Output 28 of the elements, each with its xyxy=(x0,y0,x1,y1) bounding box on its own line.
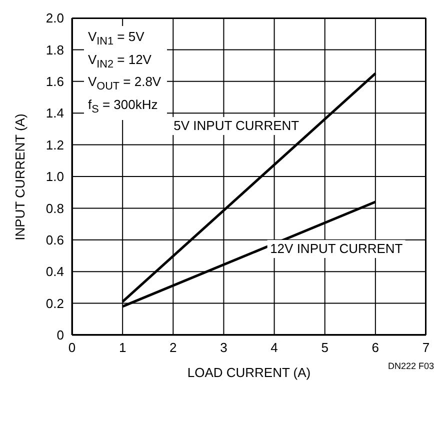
series-label: 12V INPUT CURRENT xyxy=(267,240,406,258)
annotation: V$_{OUT}$ = 2.8V xyxy=(88,73,162,95)
y-tick-label: 2.0 xyxy=(46,10,64,26)
annotation: f$_{S}$ = 300kHz xyxy=(88,96,159,118)
x-tick-label: 6 xyxy=(372,340,380,356)
y-tick-label: 0.8 xyxy=(46,200,64,216)
x-tick-label: 0 xyxy=(68,340,76,356)
y-tick-label: 1.6 xyxy=(46,74,64,90)
x-tick-label: 1 xyxy=(118,340,126,356)
annotation: V$_{IN1}$ = 5V xyxy=(88,28,146,50)
y-tick-label: 0.4 xyxy=(46,264,64,280)
x-tick-label: 3 xyxy=(220,340,228,356)
x-tick-label: 5 xyxy=(321,340,328,356)
annotation: V$_{IN2}$ = 12V xyxy=(88,50,152,72)
y-tick-label: 1.4 xyxy=(46,106,64,121)
series-label: 5V INPUT CURRENT xyxy=(170,116,302,135)
x-tick-label: 4 xyxy=(270,340,278,356)
y-axis-title: INPUT CURRENT (A) xyxy=(12,113,28,240)
text: DN222 F03 xyxy=(388,361,434,371)
y-tick-label: 1.0 xyxy=(46,169,64,184)
y-tick-label: 1.2 xyxy=(46,137,64,152)
x-axis-title: LOAD CURRENT (A) xyxy=(187,365,311,380)
y-tick-label: 0.2 xyxy=(46,296,64,311)
x-tick-label: 2 xyxy=(170,340,177,356)
x-tick-label: 7 xyxy=(422,340,430,356)
y-tick-label: 0.6 xyxy=(46,232,64,248)
y-tick-label: 1.8 xyxy=(46,42,64,58)
y-tick-label: 0 xyxy=(56,328,64,343)
